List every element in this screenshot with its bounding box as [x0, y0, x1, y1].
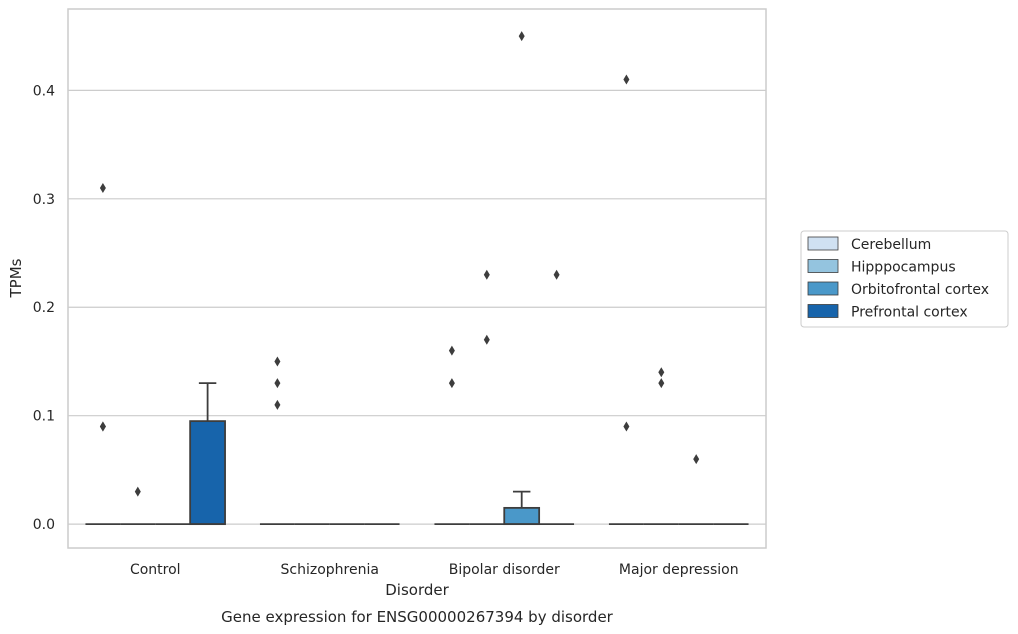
- plot-frame: [67, 8, 767, 549]
- x-tick-label: Control: [130, 562, 181, 578]
- outlier-point: [553, 269, 560, 280]
- box-body: [189, 420, 226, 526]
- outlier-point: [274, 378, 281, 389]
- plot-background: [68, 9, 766, 548]
- outlier-point: [658, 367, 665, 378]
- box-body: [503, 506, 541, 526]
- outlier-point: [483, 334, 490, 345]
- outlier-point: [448, 378, 455, 389]
- y-tick-label: 0.3: [33, 192, 55, 208]
- x-axis-title: Disorder: [385, 581, 449, 599]
- legend-swatch: [807, 236, 839, 251]
- outlier-point: [134, 486, 141, 497]
- outlier-point: [623, 74, 630, 85]
- x-tick-label: Bipolar disorder: [449, 562, 560, 578]
- legend-frame: [800, 230, 1009, 328]
- y-tick-label: 0.1: [33, 409, 55, 425]
- outlier-point: [448, 345, 455, 356]
- legend-label: Hipppocampus: [851, 260, 956, 276]
- outlier-point: [623, 421, 630, 432]
- outlier-point: [518, 31, 525, 42]
- box-orbitofrontal-cortex: [503, 490, 541, 526]
- y-axis-title: TPMs: [7, 258, 25, 298]
- outlier-points: [99, 31, 700, 497]
- x-tick-labels: Control Schizophrenia Bipolar disorder Majo…: [130, 562, 739, 578]
- outlier-point: [99, 421, 106, 432]
- outlier-point: [99, 182, 106, 193]
- legend: Cerebellum Hipppocampus Orbitofrontal cort…: [800, 230, 1009, 328]
- legend-label: Orbitofrontal cortex: [851, 282, 989, 298]
- legend-label: Prefrontal cortex: [851, 305, 968, 321]
- x-tick-label: Major depression: [619, 562, 739, 578]
- outlier-point: [658, 378, 665, 389]
- y-tick-label: 0.4: [33, 83, 55, 99]
- outlier-point: [693, 454, 700, 465]
- y-tick-label: 0.2: [33, 300, 55, 316]
- outlier-point: [274, 399, 281, 410]
- y-tick-labels: 0.0 0.1 0.2 0.3 0.4: [33, 83, 55, 533]
- legend-swatch: [807, 259, 839, 273]
- chart-caption: Gene expression for ENSG00000267394 by d…: [221, 608, 614, 626]
- outlier-point: [274, 356, 281, 367]
- legend-label: Cerebellum: [851, 237, 931, 253]
- legend-swatch: [807, 281, 839, 296]
- legend-swatch: [807, 304, 839, 318]
- x-tick-label: Schizophrenia: [281, 562, 379, 578]
- box-prefrontal-cortex: [189, 382, 226, 526]
- y-tick-label: 0.0: [33, 517, 55, 533]
- boxes: [85, 382, 749, 526]
- outlier-point: [483, 269, 490, 280]
